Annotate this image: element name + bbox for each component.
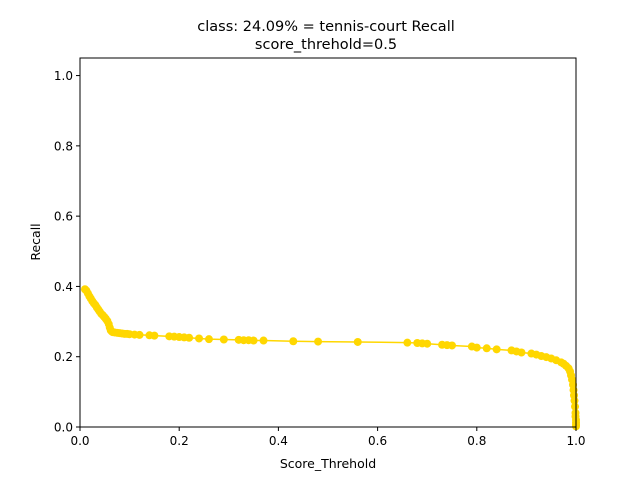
x-axis-ticks: 0.0 0.2 0.4 0.6 0.8 1.0 <box>70 427 586 448</box>
data-point <box>570 396 579 405</box>
y-axis-ticks: 0.0 0.2 0.4 0.6 0.8 1.0 <box>54 69 80 435</box>
x-tick-label: 0.4 <box>269 434 288 448</box>
x-axis-label: Score_Threhold <box>280 456 376 471</box>
data-point <box>353 337 362 346</box>
data-point <box>249 336 258 345</box>
y-tick-label: 0.4 <box>54 280 73 294</box>
data-point <box>289 337 298 346</box>
chart-title-line-2: score_threhold=0.5 <box>255 37 397 53</box>
x-tick-label: 1.0 <box>566 434 585 448</box>
data-point <box>150 331 159 340</box>
data-point <box>135 330 144 339</box>
data-point <box>571 402 580 411</box>
data-point <box>195 334 204 343</box>
y-tick-label: 0.2 <box>54 350 73 364</box>
data-point <box>204 335 213 344</box>
y-axis-label: Recall <box>28 223 43 260</box>
data-point <box>472 343 481 352</box>
data-point <box>314 337 323 346</box>
data-point <box>219 335 228 344</box>
y-tick-label: 0.0 <box>54 421 73 435</box>
data-point <box>517 348 526 357</box>
chart-title-line-1: class: 24.09% = tennis-court Recall <box>197 19 455 35</box>
x-tick-label: 0.2 <box>170 434 189 448</box>
data-point <box>492 345 501 354</box>
x-tick-label: 0.8 <box>467 434 486 448</box>
data-point <box>423 339 432 348</box>
x-tick-label: 0.0 <box>70 434 89 448</box>
data-point <box>482 344 491 353</box>
data-point <box>403 338 412 347</box>
y-tick-label: 0.6 <box>54 210 73 224</box>
y-tick-label: 1.0 <box>54 69 73 83</box>
axes-frame <box>79 57 577 428</box>
data-point <box>448 341 456 350</box>
data-point <box>185 333 194 342</box>
x-tick-label: 0.6 <box>368 434 387 448</box>
y-tick-label: 0.8 <box>54 139 73 153</box>
data-point <box>259 336 268 345</box>
